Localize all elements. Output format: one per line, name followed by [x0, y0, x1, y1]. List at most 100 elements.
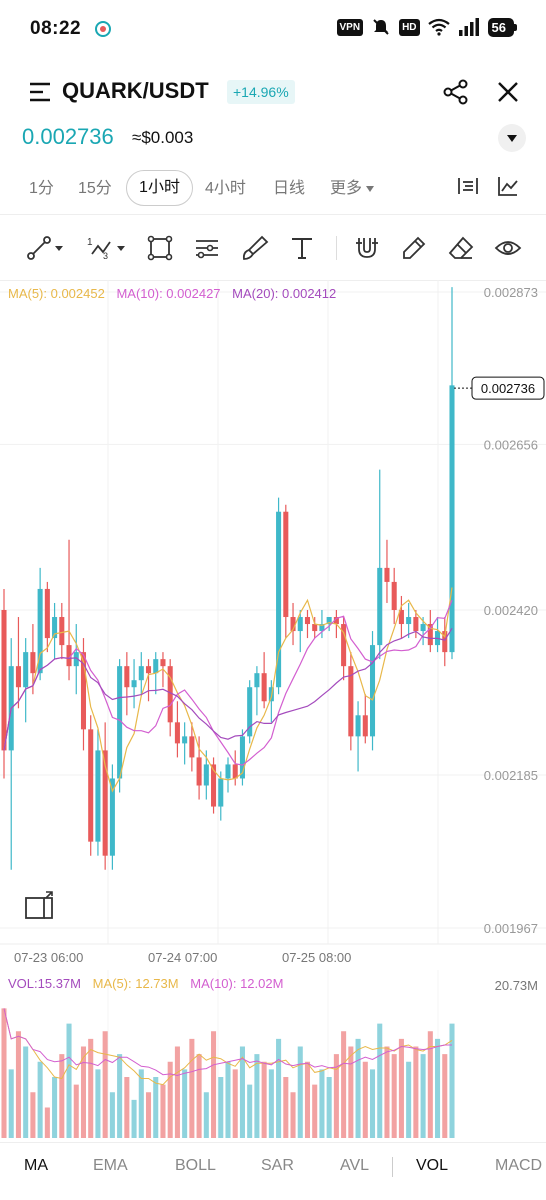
- tab-15m[interactable]: 15分: [78, 180, 112, 197]
- candle-body: [109, 778, 115, 856]
- divider: [0, 280, 546, 281]
- volume-bar: [44, 1107, 50, 1138]
- candle-body: [341, 624, 347, 667]
- ma10-legend: MA(10): 0.002427: [116, 286, 221, 301]
- volume-bar: [196, 1054, 202, 1138]
- volume-bar: [109, 1092, 115, 1138]
- volume-max-label: 20.73M: [495, 978, 538, 993]
- candle-body: [30, 652, 36, 674]
- candle-body: [384, 567, 390, 582]
- volume-bar: [413, 1046, 419, 1138]
- volume-bar: [117, 1054, 123, 1138]
- tab-boll[interactable]: BOLL: [175, 1157, 216, 1174]
- change-badge: +14.96%: [227, 80, 295, 104]
- volume-bar: [23, 1046, 29, 1138]
- candle-body: [427, 624, 433, 646]
- candle-body: [391, 581, 397, 610]
- candle-body: [145, 666, 152, 674]
- volume-bar: [312, 1084, 318, 1138]
- fullscreen-icon-side: [44, 897, 53, 919]
- candle-body: [196, 757, 202, 786]
- magnet-icon[interactable]: [352, 234, 382, 262]
- candle-body: [362, 715, 368, 737]
- candle-body: [73, 652, 79, 667]
- volume-bar: [268, 1069, 274, 1138]
- brush-tool-icon[interactable]: [240, 234, 270, 262]
- tab-avl[interactable]: AVL: [340, 1157, 370, 1174]
- text-tool-icon[interactable]: [287, 234, 317, 262]
- candle-body: [261, 673, 267, 702]
- tab-macd[interactable]: MACD: [495, 1157, 543, 1174]
- candle-body: [131, 680, 137, 688]
- signal-icon: [458, 18, 479, 36]
- tab-more[interactable]: 更多: [330, 174, 375, 198]
- candlestick-chart[interactable]: 0.002873 0.002656 0.002420 0.002185 0.001967…: [0, 280, 546, 970]
- candle-body: [348, 666, 354, 737]
- tab-1m[interactable]: 1分: [29, 180, 54, 197]
- volume-bar: [377, 1023, 383, 1138]
- price-row: 0.002736 ≈$0.003: [0, 120, 546, 160]
- volume-chart-svg[interactable]: 20.73M: [0, 970, 546, 1140]
- tab-1h[interactable]: 1小时: [126, 170, 193, 206]
- trendline-tool-icon[interactable]: [26, 234, 66, 262]
- share-icon[interactable]: [442, 78, 470, 106]
- volume-bar: [203, 1092, 209, 1138]
- volume-ma10-line: [3, 1008, 452, 1077]
- volume-bar: [391, 1054, 397, 1138]
- volume-chart[interactable]: 20.73M VOL:15.37M MA(5): 12.73M MA(10): …: [0, 970, 546, 1140]
- menu-icon[interactable]: [28, 82, 52, 102]
- edit-pencil-icon[interactable]: [399, 234, 429, 262]
- tab-1d[interactable]: 日线: [273, 180, 306, 197]
- price-dropdown-button[interactable]: [498, 124, 526, 152]
- price-tick-label: 0.002656: [484, 437, 538, 452]
- candle-body: [326, 617, 332, 625]
- current-price-label: 0.002736: [481, 381, 535, 396]
- time-tick-label: 07-24 07:00: [148, 950, 217, 965]
- tab-more-label: 更多: [330, 180, 363, 197]
- parallel-lines-tool-icon[interactable]: [192, 234, 222, 262]
- candle-body: [138, 666, 144, 681]
- fibonacci-tool-icon[interactable]: 1 3: [86, 234, 128, 262]
- volume-bar: [239, 1046, 245, 1138]
- tab-ma[interactable]: MA: [24, 1157, 48, 1174]
- fullscreen-toggle-icon[interactable]: [25, 891, 53, 919]
- time-tick-label: 07-25 08:00: [282, 950, 351, 965]
- candle-body: [283, 511, 289, 618]
- close-icon[interactable]: [494, 78, 522, 106]
- candle-body: [37, 588, 43, 674]
- volume-bar: [95, 1069, 101, 1138]
- volume-bar: [66, 1023, 72, 1138]
- candle-body: [247, 687, 253, 737]
- volume-bar: [124, 1076, 130, 1138]
- tab-vol[interactable]: VOL: [416, 1157, 449, 1174]
- candle-body: [413, 617, 419, 632]
- candle-body: [406, 617, 412, 625]
- tab-4h[interactable]: 4小时: [205, 180, 246, 197]
- chart-type-icon[interactable]: [496, 174, 520, 198]
- candle-body: [174, 722, 180, 744]
- volume-bar: [138, 1069, 144, 1138]
- indicator-settings-icon[interactable]: [456, 174, 480, 198]
- indicator-tabs: MA EMA BOLL SAR AVL VOL MACD: [0, 1142, 546, 1188]
- svg-text:3: 3: [103, 251, 108, 261]
- candlestick-chart-svg[interactable]: 0.002873 0.002656 0.002420 0.002185 0.001967…: [0, 280, 546, 970]
- eraser-icon[interactable]: [446, 234, 476, 262]
- volume-bar: [73, 1084, 79, 1138]
- pair-title[interactable]: QUARK/USDT: [62, 78, 209, 103]
- ma5-legend: MA(5): 0.002452: [8, 286, 105, 301]
- drawing-toolbar: 1 3: [0, 222, 546, 274]
- chevron-down-icon: [366, 185, 375, 192]
- candle-body: [297, 617, 303, 632]
- candle-body: [225, 764, 231, 779]
- volume-bar: [174, 1046, 180, 1138]
- volume-bar: [362, 1061, 368, 1138]
- ma5-line: [3, 587, 453, 793]
- visibility-eye-icon[interactable]: [493, 234, 523, 262]
- rectangle-tool-icon[interactable]: [145, 234, 175, 262]
- volume-bar: [348, 1046, 354, 1138]
- volume-bar: [1, 1008, 7, 1138]
- candle-body: [211, 764, 217, 807]
- candle-body: [59, 617, 65, 646]
- tab-ema[interactable]: EMA: [93, 1157, 128, 1174]
- tab-sar[interactable]: SAR: [261, 1157, 294, 1174]
